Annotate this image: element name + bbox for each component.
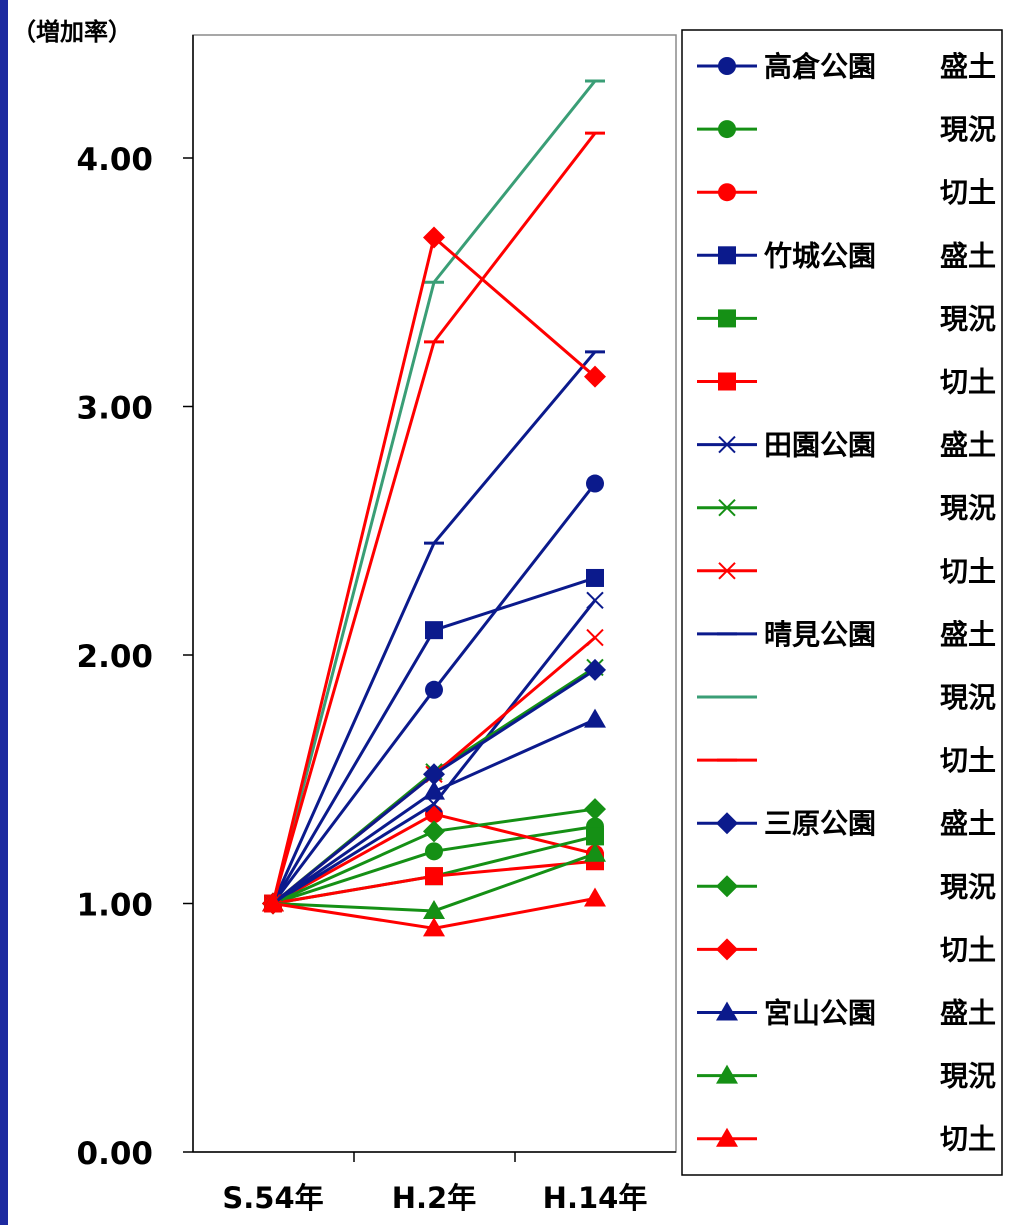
legend-condition: 盛土: [940, 429, 996, 462]
legend-park-name: 宮山公園: [764, 997, 876, 1030]
data-point: [586, 591, 604, 610]
legend-condition: 現況: [940, 1060, 996, 1093]
data-point: [425, 842, 443, 861]
legend-box: [681, 29, 1003, 1176]
data-point: [423, 899, 445, 919]
legend-condition: 盛土: [940, 239, 996, 272]
legend-condition: 現況: [940, 681, 996, 714]
legend-condition: 現況: [940, 492, 996, 525]
data-point: [425, 621, 443, 640]
data-point: [423, 820, 445, 843]
legend-park-name: 高倉公園: [764, 50, 876, 83]
x-tick-label: H.2年: [392, 1181, 476, 1215]
legend-park-name: 竹城公園: [763, 239, 876, 272]
legend-item: 切土: [697, 1123, 996, 1156]
y-tick-label: 4.00: [77, 142, 154, 178]
legend-item: 切土: [697, 744, 996, 777]
legend-condition: 切土: [940, 366, 996, 399]
y-axis: 0.00 1.00 2.00 3.00 4.00: [77, 35, 194, 1172]
data-point: [718, 309, 736, 328]
legend-park-name: 三原公園: [764, 807, 876, 840]
legend-condition: 盛土: [940, 997, 996, 1030]
y-tick-label: 1.00: [77, 888, 154, 924]
data-point: [423, 226, 445, 249]
legend-item: 切土: [697, 176, 996, 209]
data-point: [423, 917, 445, 937]
y-tick-label: 0.00: [77, 1136, 154, 1172]
legend-condition: 切土: [940, 744, 996, 777]
data-point: [716, 875, 738, 898]
data-point: [586, 628, 604, 647]
x-axis: S.54年 H.2年 H.14年: [193, 1151, 676, 1215]
data-point: [584, 708, 606, 728]
legend-item: 切土: [697, 366, 996, 399]
data-point: [423, 780, 445, 800]
series-18: [262, 887, 606, 937]
data-point: [584, 798, 606, 821]
legend-condition: 現況: [940, 870, 996, 903]
data-point: [716, 1001, 738, 1021]
data-point: [425, 680, 443, 699]
legend-condition: 盛土: [940, 50, 996, 83]
series-group: [262, 79, 606, 937]
data-point: [718, 246, 736, 265]
data-point: [716, 1127, 738, 1147]
data-point: [718, 562, 736, 580]
legend-item: 宮山公園 盛土: [697, 997, 996, 1030]
data-point: [584, 658, 606, 681]
legend-condition: 切土: [940, 555, 996, 588]
x-tick-label: S.54年: [222, 1181, 323, 1215]
legend-item: 竹城公園 盛土: [697, 239, 996, 272]
legend-condition: 盛土: [940, 618, 996, 651]
data-point: [716, 938, 738, 961]
legend-condition: 切土: [940, 176, 996, 209]
data-point: [718, 183, 736, 202]
legend-item: 切土: [697, 933, 996, 966]
legend-item: 現況: [697, 681, 996, 714]
legend-item: 三原公園 盛土: [697, 807, 996, 840]
legend-park-name: 晴見公園: [764, 618, 876, 651]
data-point: [718, 120, 736, 139]
legend-condition: 切土: [940, 933, 996, 966]
data-point: [584, 887, 606, 907]
y-tick-label: 3.00: [77, 391, 154, 427]
legend-item: 現況: [697, 113, 996, 146]
data-point: [718, 57, 736, 75]
data-point: [586, 568, 604, 587]
legend-item: 切土: [697, 555, 996, 588]
x-tick-label: H.14年: [543, 1181, 648, 1215]
data-point: [584, 842, 606, 862]
legend-item: 田園公園 盛土: [697, 429, 996, 462]
legend-condition: 現況: [940, 113, 996, 146]
legend-condition: 盛土: [940, 807, 996, 840]
data-point: [718, 372, 736, 391]
y-axis-label: （増加率）: [12, 18, 132, 46]
plot-area: [192, 34, 677, 1153]
legend-condition: 現況: [940, 302, 996, 335]
data-point: [718, 498, 736, 517]
data-point: [716, 1064, 738, 1084]
legend-item: 現況: [697, 870, 996, 903]
y-tick-label: 2.00: [77, 639, 154, 675]
data-point: [586, 827, 604, 846]
legend-item: 高倉公園 盛土: [697, 50, 996, 83]
data-point: [716, 812, 738, 835]
data-point: [718, 435, 736, 454]
data-point: [262, 892, 284, 912]
legend-item: 現況: [697, 302, 996, 335]
data-point: [584, 365, 606, 388]
legend-item: 晴見公園 盛土: [697, 618, 996, 651]
data-point: [423, 763, 445, 786]
legend-item: 現況: [697, 1060, 996, 1093]
data-point: [586, 474, 604, 493]
legend-condition: 切土: [940, 1123, 996, 1156]
legend-item: 現況: [697, 492, 996, 525]
legend-park-name: 田園公園: [764, 429, 876, 462]
data-point: [425, 867, 443, 886]
